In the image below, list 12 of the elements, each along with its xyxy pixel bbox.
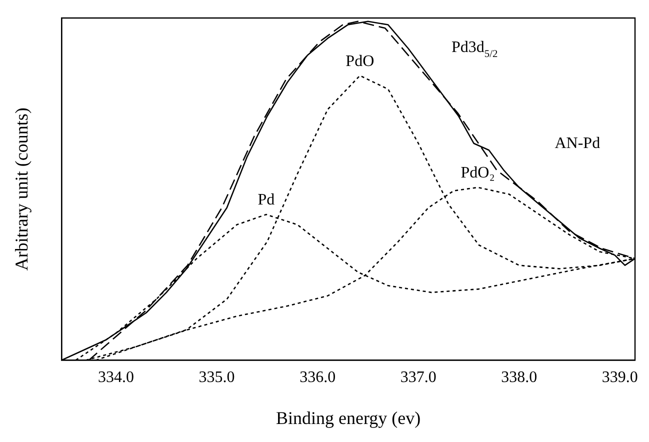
x-tick-label: 336.0 [300,369,336,386]
x-axis-title: Binding energy (ev) [276,408,421,428]
y-axis-title: Arbitrary unit (counts) [12,108,32,271]
x-tick-label: 335.0 [198,369,235,386]
series-label: PdO [346,52,374,70]
annotation: AN-Pd [554,135,600,152]
x-tick-label: 339.0 [602,369,638,386]
x-tick-label: 337.0 [400,369,436,386]
x-tick-label: 338.0 [501,369,538,386]
x-tick-label: 334.0 [98,369,134,386]
series-label: Pd [258,192,275,209]
series-label: PdO₂ [460,164,495,182]
